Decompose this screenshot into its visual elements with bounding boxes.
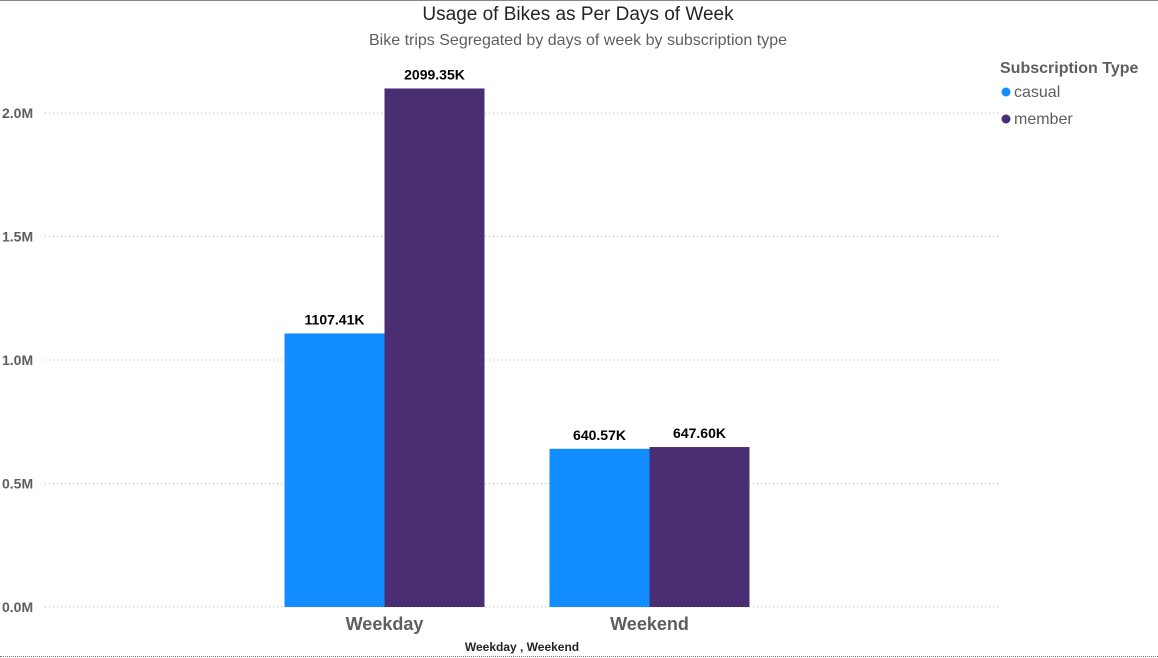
x-tick-label-weekend: Weekend (610, 614, 689, 634)
chart-title: Usage of Bikes as Per Days of Week (422, 4, 734, 25)
y-tick-label: 2.0M (2, 105, 33, 121)
y-tick-label: 0.0M (2, 599, 33, 615)
legend-marker-member (1001, 114, 1011, 124)
bar-casual-weekend[interactable] (549, 448, 650, 607)
x-axis-title: Weekday , Weekend (465, 640, 579, 654)
bar-member-weekday[interactable] (384, 88, 485, 607)
y-axis: 0.0M 0.5M 1.0M 1.5M 2.0M (2, 105, 33, 615)
data-label-casual-weekday: 1107.41K (305, 311, 365, 327)
data-label-member-weekday: 2099.35K (404, 66, 465, 82)
bars (284, 88, 750, 607)
chart-subtitle: Bike trips Segregated by days of week by… (369, 32, 787, 49)
y-tick-label: 0.5M (2, 476, 33, 492)
data-labels: 1107.41K 2099.35K 640.57K 647.60K (305, 66, 726, 442)
legend[interactable]: Subscription Type casual member (1000, 60, 1138, 128)
x-axis: Weekday Weekend (346, 614, 689, 634)
data-label-member-weekend: 647.60K (673, 425, 726, 441)
gridlines (45, 112, 1000, 608)
legend-item-casual[interactable]: casual (1014, 84, 1060, 101)
y-tick-label: 1.0M (2, 352, 33, 368)
legend-item-member[interactable]: member (1014, 111, 1073, 128)
top-border (0, 0, 1158, 2)
legend-title: Subscription Type (1000, 60, 1138, 77)
bar-casual-weekday[interactable] (284, 333, 385, 607)
data-label-casual-weekend: 640.57K (573, 427, 626, 443)
bar-member-weekend[interactable] (649, 447, 750, 607)
x-tick-label-weekday: Weekday (346, 614, 424, 634)
legend-marker-casual (1001, 87, 1011, 97)
y-tick-label: 1.5M (2, 229, 33, 245)
